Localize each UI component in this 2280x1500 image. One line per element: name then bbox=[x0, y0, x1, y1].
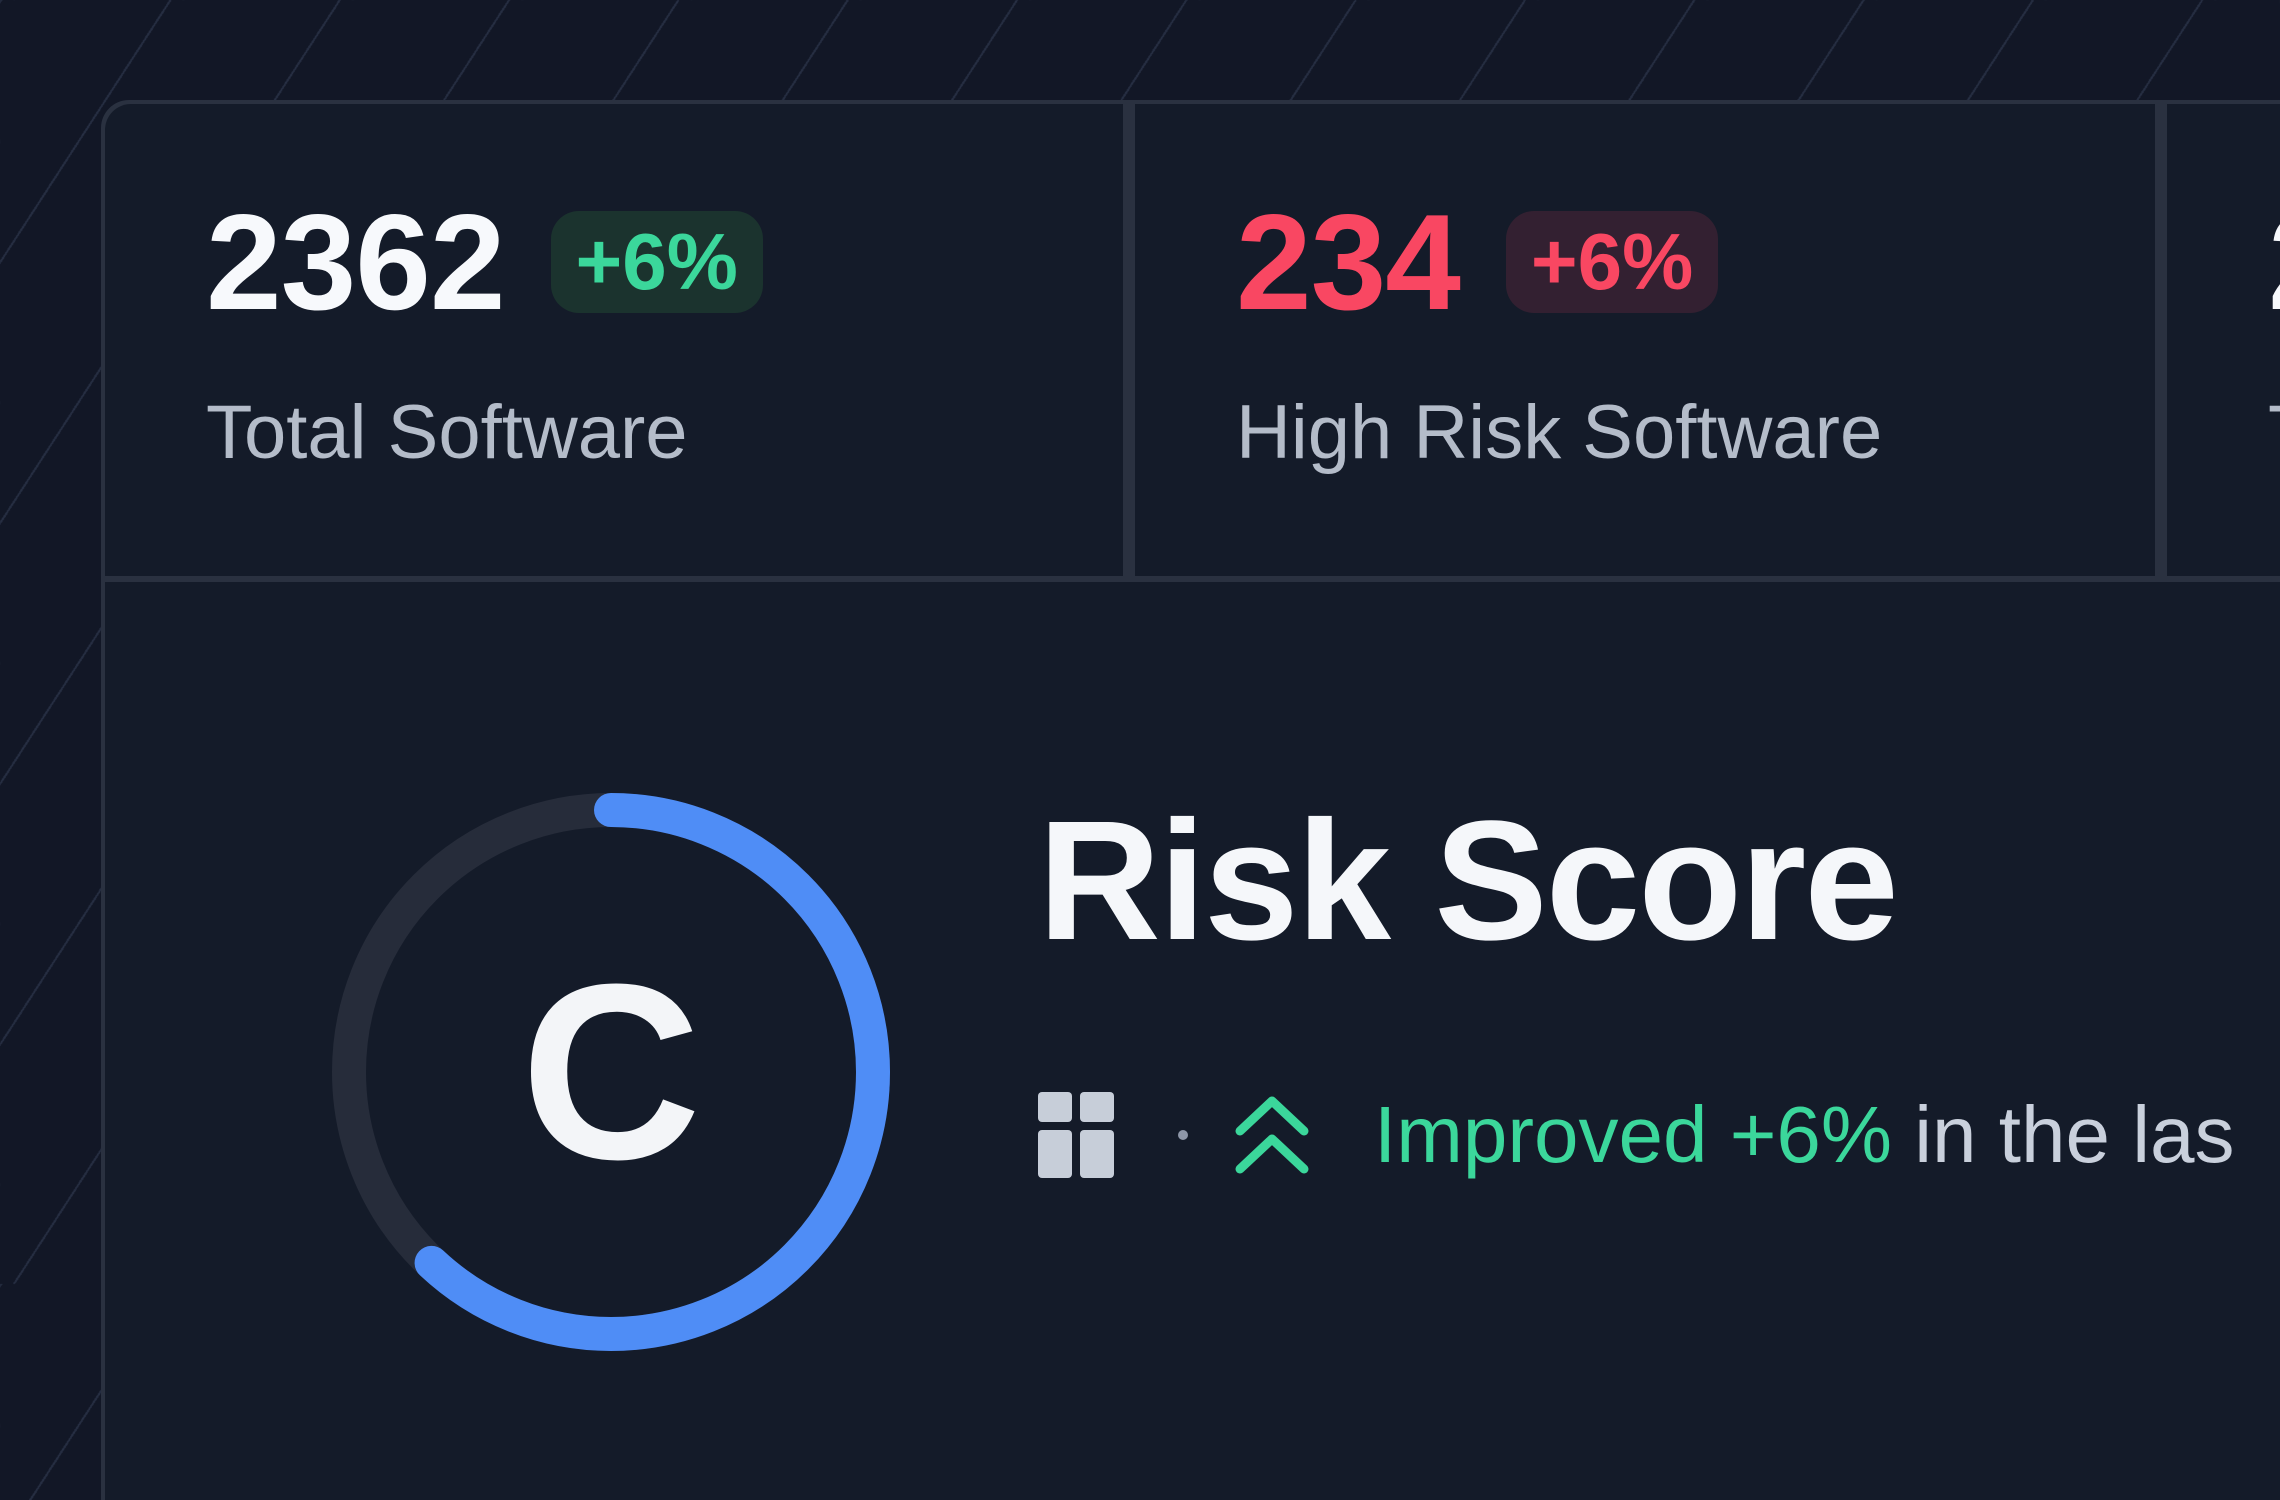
stat-row: 234 +6% bbox=[1236, 186, 1719, 338]
dot-separator bbox=[1178, 1130, 1188, 1140]
risk-trend-highlight: Improved +6% bbox=[1374, 1090, 1893, 1179]
stat-card-high-risk-software: 234 +6% High Risk Software bbox=[1135, 104, 2155, 576]
risk-score-title: Risk Score bbox=[1038, 786, 1899, 976]
stat-card-clipped: 2 T bbox=[2167, 104, 2280, 576]
total-software-delta-badge: +6% bbox=[550, 211, 763, 313]
total-software-label: Total Software bbox=[206, 390, 688, 475]
risk-trend-row: Improved +6% in the las bbox=[1038, 1090, 2234, 1180]
risk-grade-letter: C bbox=[520, 932, 702, 1211]
total-software-value: 2362 bbox=[206, 186, 506, 338]
risk-trend-text: Improved +6% in the las bbox=[1374, 1095, 2234, 1175]
high-risk-software-label: High Risk Software bbox=[1236, 390, 1883, 475]
risk-trend-rest: in the las bbox=[1892, 1090, 2235, 1179]
clipped-card-label: T bbox=[2268, 387, 2280, 478]
stat-row: 2 bbox=[2268, 192, 2280, 332]
chevrons-up-icon bbox=[1188, 1087, 1312, 1183]
dashboard-grid: 2362 +6% Total Software 234 +6% High Ris… bbox=[101, 100, 2280, 1500]
stat-card-total-software: 2362 +6% Total Software bbox=[105, 104, 1123, 576]
grid-icon bbox=[1038, 1092, 1116, 1178]
clipped-card-value: 2 bbox=[2268, 194, 2280, 330]
risk-score-panel: C Risk Score Improved +6% in the las bbox=[105, 582, 2280, 1500]
high-risk-software-delta-badge: +6% bbox=[1505, 211, 1719, 313]
stat-row: 2362 +6% bbox=[206, 192, 763, 332]
high-risk-software-value: 234 bbox=[1236, 186, 1461, 338]
